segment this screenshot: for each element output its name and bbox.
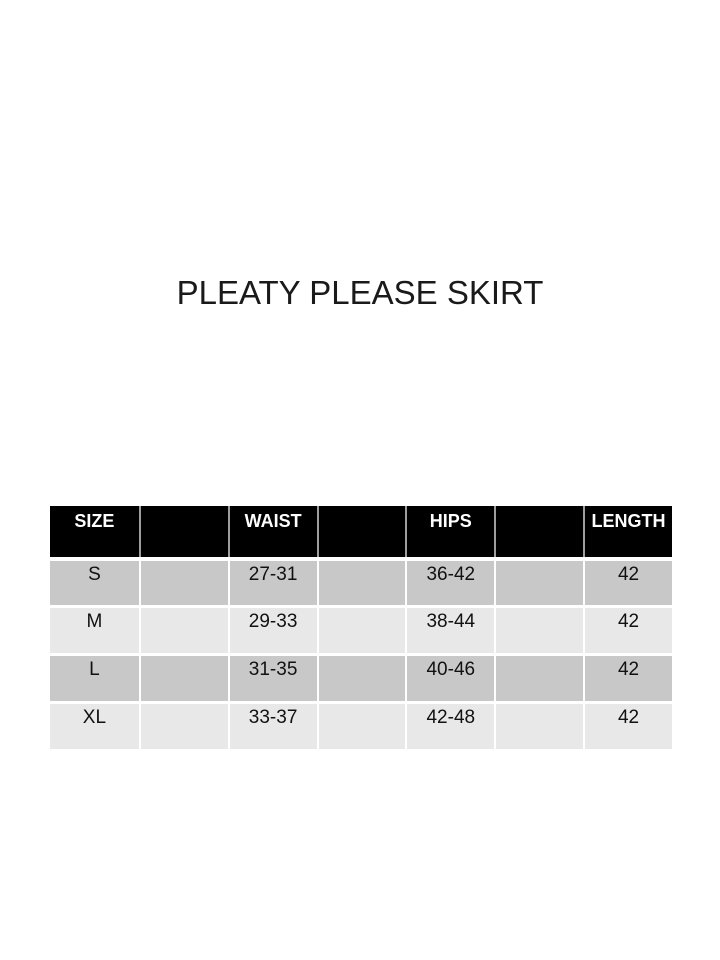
header-spacer [138,506,228,557]
table-row: M 29-33 38-44 42 [50,605,672,653]
spacer-cell [138,701,228,749]
size-cell: L [50,653,139,701]
header-row: SIZE WAIST HIPS LENGTH [50,506,672,557]
hips-cell: 38-44 [405,605,495,653]
table-row: S 27-31 36-42 42 [50,557,672,605]
waist-cell: 29-33 [227,605,317,653]
spacer-cell [316,701,406,749]
header-spacer [494,506,584,557]
spacer-cell [316,605,406,653]
waist-cell: 33-37 [227,701,317,749]
column-header-length: LENGTH [583,506,672,557]
spacer-cell [494,653,584,701]
column-header-hips: HIPS [405,506,495,557]
size-cell: S [50,557,139,605]
spacer-cell [316,557,406,605]
column-header-size: SIZE [50,506,139,557]
waist-cell: 31-35 [227,653,317,701]
length-cell: 42 [583,557,672,605]
length-cell: 42 [583,653,672,701]
size-cell: M [50,605,139,653]
table-row: XL 33-37 42-48 42 [50,701,672,749]
spacer-cell [494,701,584,749]
hips-cell: 40-46 [405,653,495,701]
page-title: PLEATY PLEASE SKIRT [176,274,544,311]
header-spacer [316,506,406,557]
spacer-cell [494,557,584,605]
table-row: L 31-35 40-46 42 [50,653,672,701]
length-cell: 42 [583,605,672,653]
length-cell: 42 [583,701,672,749]
hips-cell: 36-42 [405,557,495,605]
spacer-cell [138,557,228,605]
column-header-waist: WAIST [227,506,317,557]
size-chart-table: SIZE WAIST HIPS LENGTH S 27-31 36-42 42 … [50,506,672,749]
spacer-cell [138,605,228,653]
size-cell: XL [50,701,139,749]
hips-cell: 42-48 [405,701,495,749]
waist-cell: 27-31 [227,557,317,605]
spacer-cell [138,653,228,701]
spacer-cell [494,605,584,653]
spacer-cell [316,653,406,701]
